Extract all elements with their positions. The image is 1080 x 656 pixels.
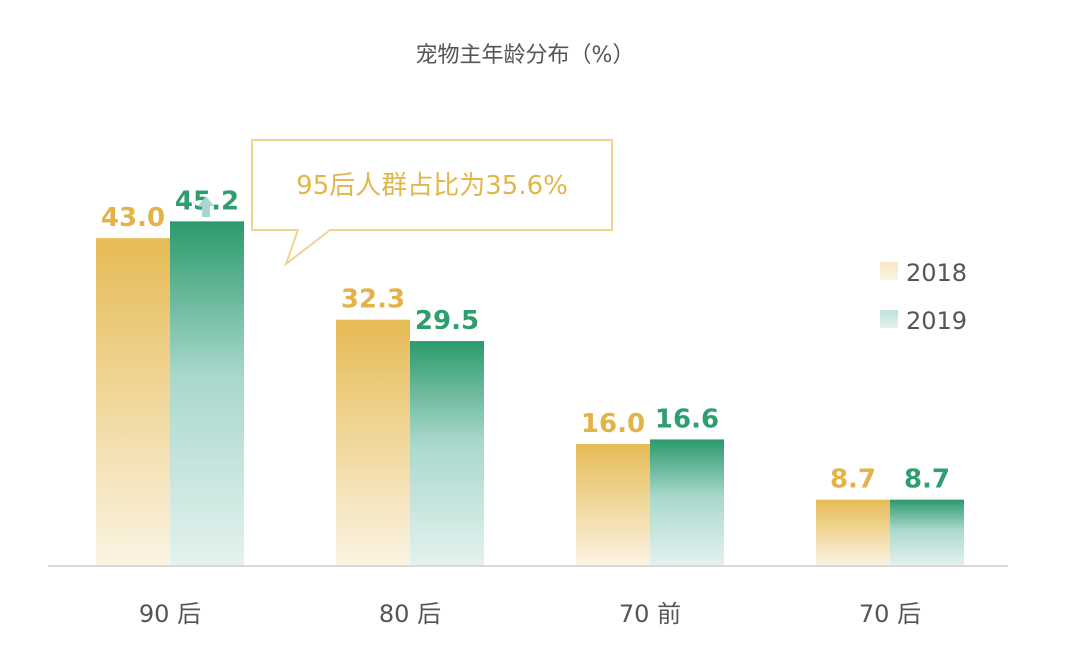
- value-label-2019-2: 16.6: [655, 404, 719, 434]
- chart-title: 宠物主年龄分布（%）: [416, 43, 635, 68]
- value-labels-group: 43.045.232.329.516.016.68.78.7: [101, 186, 950, 494]
- legend-label-2018: 2018: [906, 259, 967, 287]
- callout-text: 95后人群占比为35.6%: [296, 171, 568, 201]
- legend: 2018 2019: [880, 259, 967, 335]
- value-label-2019-1: 29.5: [415, 306, 479, 336]
- value-label-2019-3: 8.7: [904, 465, 950, 495]
- bar-2018-3: [816, 499, 890, 566]
- up-arrow-icon: [198, 196, 214, 217]
- x-ticks-group: 90 后 80 后 70 前 70 后: [139, 600, 921, 628]
- legend-swatch-2018: [880, 262, 898, 280]
- x-tick-label-2: 70 前: [619, 600, 681, 628]
- bar-2019-3: [890, 499, 964, 566]
- legend-swatch-2019: [880, 310, 898, 328]
- bar-2018-1: [336, 319, 410, 566]
- bar-2019-1: [410, 341, 484, 566]
- callout-box: [251, 139, 613, 267]
- value-label-2018-1: 32.3: [341, 285, 405, 315]
- value-label-2018-3: 8.7: [830, 465, 876, 495]
- bar-2019-2: [650, 439, 724, 566]
- legend-label-2019: 2019: [906, 307, 967, 335]
- bars-group: [96, 221, 964, 566]
- x-tick-label-0: 90 后: [139, 600, 201, 628]
- bar-2018-2: [576, 444, 650, 566]
- bar-2019-0: [170, 221, 244, 566]
- bar-2018-0: [96, 238, 170, 566]
- callout: 95后人群占比为35.6%: [251, 139, 613, 267]
- x-tick-label-1: 80 后: [379, 600, 441, 628]
- x-tick-label-3: 70 后: [859, 600, 921, 628]
- value-label-2018-2: 16.0: [581, 409, 645, 439]
- value-label-2018-0: 43.0: [101, 203, 165, 233]
